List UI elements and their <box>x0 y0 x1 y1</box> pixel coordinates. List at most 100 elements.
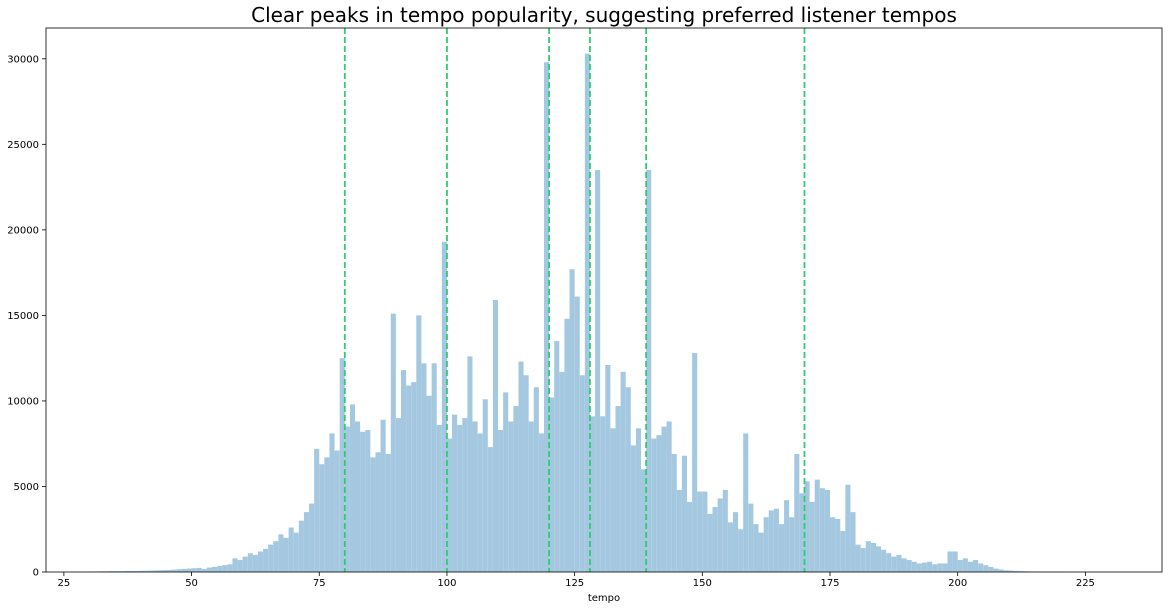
histogram-bar <box>222 565 228 572</box>
histogram-bar <box>508 421 514 572</box>
histogram-bar <box>411 382 417 572</box>
histogram-bar <box>150 570 156 572</box>
histogram-bar <box>707 513 713 572</box>
histogram-bar <box>574 296 580 572</box>
histogram-bar <box>692 353 698 572</box>
histogram-bar <box>855 544 861 572</box>
histogram-bar <box>850 512 856 572</box>
histogram-bar <box>400 370 407 572</box>
histogram-bar <box>160 570 167 572</box>
plot-frame <box>45 27 1163 573</box>
histogram-bar <box>380 419 386 572</box>
histogram-bar <box>406 385 412 572</box>
histogram-bar <box>743 433 749 572</box>
histogram-bar <box>324 457 330 572</box>
histogram-bar <box>176 569 182 572</box>
histogram-bar <box>140 570 146 572</box>
histogram-bar <box>584 53 590 572</box>
histogram-bar <box>477 433 483 572</box>
y-tick-label: 15000 <box>7 311 39 322</box>
y-tick-label: 5000 <box>14 482 39 493</box>
histogram-bar <box>666 421 672 572</box>
histogram-bar <box>753 524 759 572</box>
histogram-bar <box>206 567 212 572</box>
histogram-bar <box>870 542 876 572</box>
histogram-bar <box>503 392 509 572</box>
histogram-bar <box>416 315 422 572</box>
x-tick-label: 50 <box>185 578 198 589</box>
histogram-bar <box>109 571 115 572</box>
histogram-bar <box>467 356 473 572</box>
histogram-bar <box>441 241 447 572</box>
histogram-bar <box>554 341 560 572</box>
histogram-bar <box>487 447 493 572</box>
histogram-bar <box>186 568 192 572</box>
histogram-bar <box>120 571 126 572</box>
histogram-bar <box>947 551 953 572</box>
histogram-bar <box>600 416 606 572</box>
histogram-bar <box>211 566 218 572</box>
histogram-bar <box>390 313 396 572</box>
histogram-bar <box>778 524 785 572</box>
histogram-bar <box>263 548 269 572</box>
histogram-bar <box>738 529 744 572</box>
histogram-bar <box>676 489 682 572</box>
x-tick-label: 75 <box>313 578 326 589</box>
histogram-bar <box>125 570 131 572</box>
histogram-bar <box>789 517 795 572</box>
y-tick-label: 30000 <box>7 54 39 65</box>
y-tick-label: 20000 <box>7 225 39 236</box>
histogram-bar <box>927 561 933 572</box>
histogram-bar <box>993 568 999 572</box>
histogram-bar <box>462 418 468 572</box>
histogram-bar <box>625 387 631 572</box>
histogram-bar <box>758 532 764 572</box>
histogram-bar <box>921 562 928 572</box>
histogram-bar <box>620 371 626 572</box>
histogram-bar <box>533 387 539 572</box>
histogram-bar <box>605 365 611 572</box>
histogram-bar <box>257 551 264 572</box>
histogram-bar <box>840 530 846 572</box>
histogram-bar <box>446 438 453 572</box>
histogram-bar <box>589 416 596 572</box>
histogram-bar <box>385 453 391 572</box>
histogram-bar <box>349 404 356 572</box>
histogram-bar <box>651 438 657 572</box>
histogram-bar <box>646 169 652 572</box>
histogram-bar <box>784 500 790 572</box>
histogram-bar <box>201 568 207 572</box>
histogram-bar <box>804 481 810 572</box>
histogram-bar <box>523 375 529 572</box>
histogram-bar <box>824 489 831 572</box>
histogram-bar <box>528 421 534 572</box>
histogram-bar <box>712 506 718 572</box>
histogram-bar <box>763 517 769 572</box>
histogram-bar <box>635 428 642 572</box>
histogram-bars <box>89 53 1060 572</box>
histogram-bar <box>595 169 601 572</box>
histogram-bar <box>370 457 376 572</box>
histogram-bar <box>819 488 825 572</box>
histogram-bar <box>860 548 866 572</box>
histogram-bar <box>957 560 963 572</box>
histogram-bar <box>727 522 733 572</box>
x-tick-label: 200 <box>948 578 967 589</box>
histogram-bar <box>952 551 958 572</box>
histogram-bar <box>436 424 442 572</box>
histogram-bar <box>232 558 238 572</box>
histogram-bar <box>1018 571 1025 572</box>
histogram-bar <box>421 363 427 572</box>
y-tick-label: 10000 <box>7 396 39 407</box>
histogram-bar <box>686 501 693 572</box>
histogram-bar <box>298 520 304 572</box>
histogram-bar <box>135 570 141 572</box>
histogram-bar <box>559 371 565 572</box>
histogram-bar <box>181 568 187 572</box>
x-tick-label: 175 <box>820 578 839 589</box>
histogram-bar <box>906 560 912 572</box>
x-tick-label: 150 <box>693 578 712 589</box>
histogram-bar <box>835 518 841 572</box>
histogram-bar <box>748 503 754 572</box>
